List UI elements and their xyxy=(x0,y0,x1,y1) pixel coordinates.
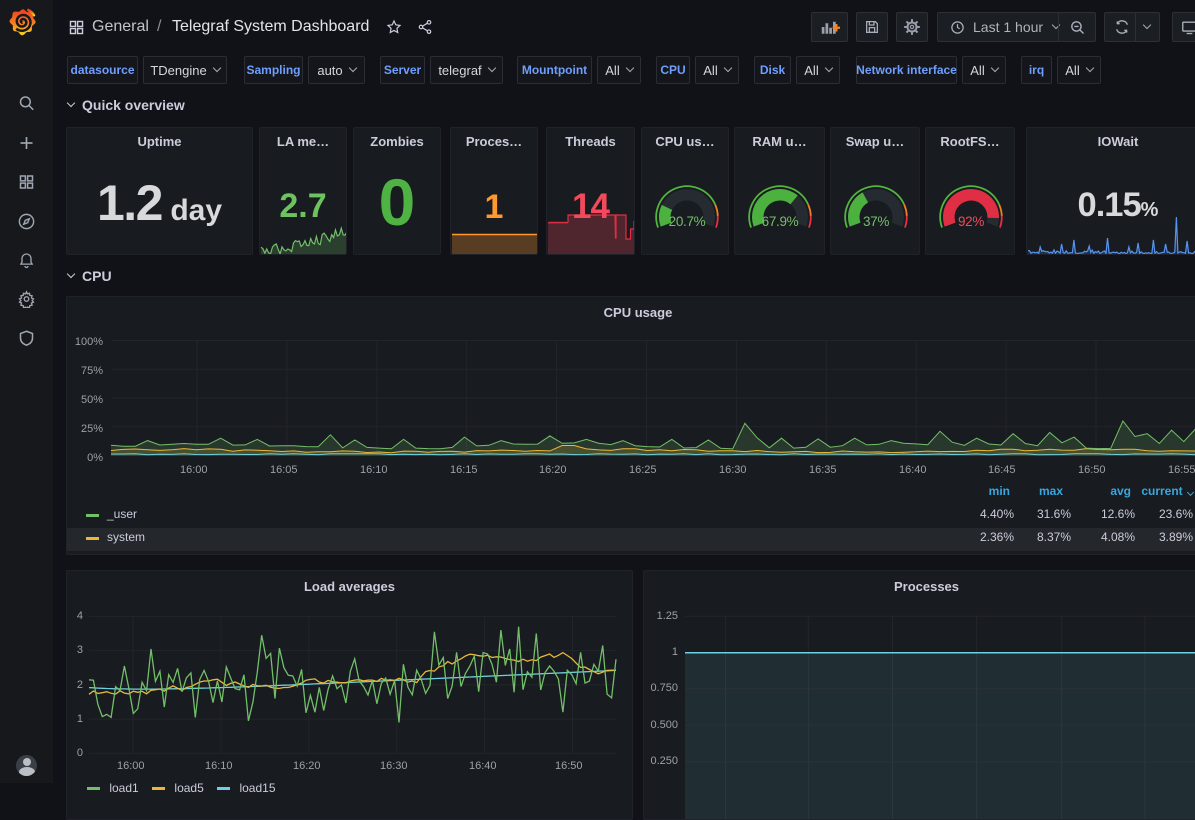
svg-text:20.7%: 20.7% xyxy=(669,214,706,229)
svg-text:67.9%: 67.9% xyxy=(762,214,799,229)
svg-text:37%: 37% xyxy=(863,214,889,229)
svg-text:92%: 92% xyxy=(958,214,984,229)
